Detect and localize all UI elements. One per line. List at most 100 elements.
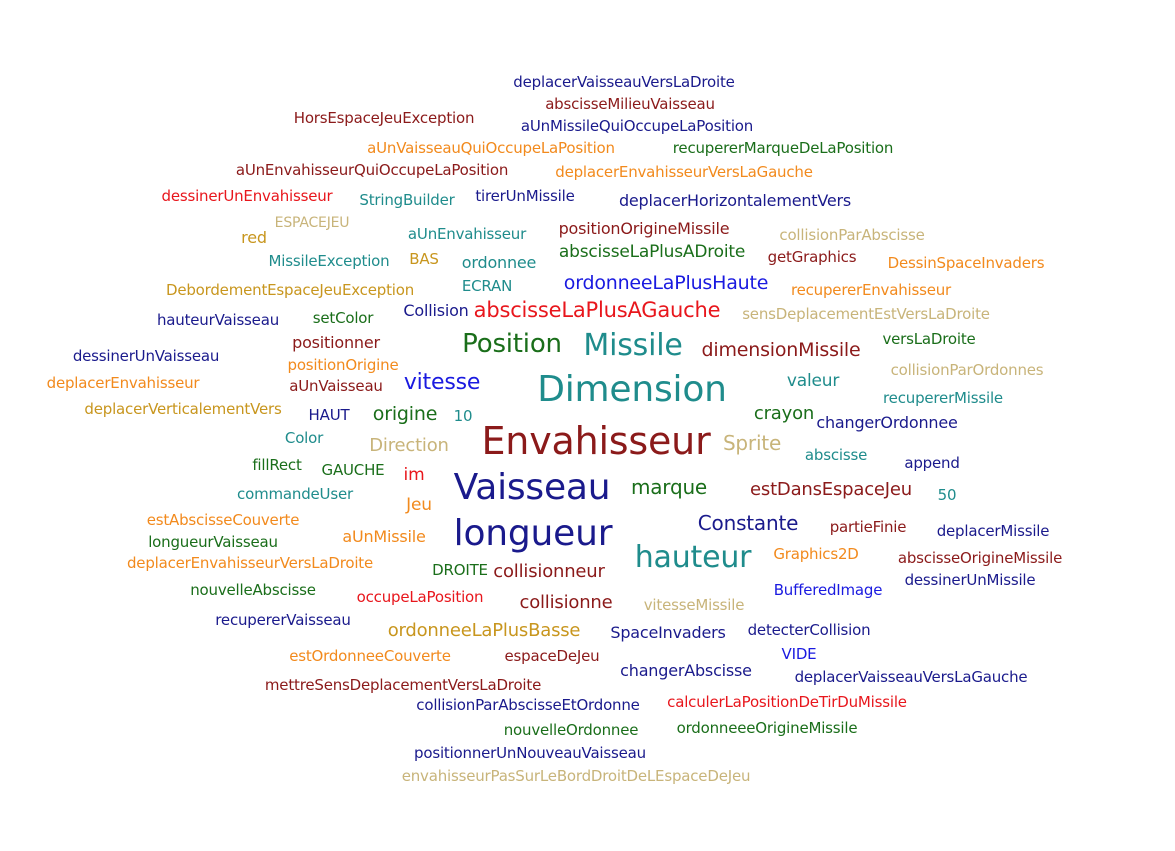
word-dessiner-un-vaisseau: dessinerUnVaisseau [72,347,220,365]
word-position-origine-missile: positionOrigineMissile [558,219,730,238]
word-positionner-un-nouveau-vaisseau: positionnerUnNouveauVaisseau [414,744,646,762]
word-dessin-space-invaders: DessinSpaceInvaders [887,254,1045,272]
word-abscisse-la-plus-a-droite: abscisseLaPlusADroite [558,242,746,262]
word-missile-exception: MissileException [268,252,390,270]
word-position-origine: positionOrigine [287,356,399,374]
word-vitesse-missile: vitesseMissile [643,596,745,614]
word-changer-abscisse: changerAbscisse [620,661,752,680]
word-occupe-la-position: occupeLaPosition [356,588,484,606]
word-sens-deplacement-est-vers-la-droite: sensDeplacementEstVersLaDroite [742,305,990,323]
word-hors-espace-jeu-exception: HorsEspaceJeuException [293,109,475,127]
word-collision-par-abscisse: collisionParAbscisse [779,226,925,244]
word-10: 10 [453,407,473,425]
word-abscisse-origine-missile: abscisseOrigineMissile [897,549,1063,567]
word-est-ordonnee-couverte: estOrdonneeCouverte [289,647,451,665]
word-nouvelle-ordonnee: nouvelleOrdonnee [503,721,639,739]
word-collision: Collision [403,301,469,320]
word-envahisseur-pas-sur-le-bord-droit-de-l-espace-de-jeu: envahisseurPasSurLeBordDroitDeLEspaceDeJ… [401,767,751,785]
word-ecran: ECRAN [461,277,513,295]
word-bas: BAS [409,250,439,268]
word-ordonnee-la-plus-haute: ordonneeLaPlusHaute [563,272,769,294]
word-a-un-missile: aUnMissile [342,527,426,546]
word-direction: Direction [369,435,449,456]
word-recuperer-vaisseau: recupererVaisseau [215,611,351,629]
word-detecter-collision: detecterCollision [747,621,871,639]
word-vers-la-droite: versLaDroite [882,330,976,348]
word-dimension: Dimension [537,369,727,410]
word-tirer-un-missile: tirerUnMissile [475,187,575,205]
word-recuperer-missile: recupererMissile [883,389,1003,407]
word-collisionne: collisionne [519,592,613,613]
word-origine: origine [372,403,438,425]
word-crayon: crayon [753,403,815,424]
word-collision-par-abscisse-et-ordonne: collisionParAbscisseEtOrdonne [416,696,640,714]
word-calculer-la-position-de-tir-du-missile: calculerLaPositionDeTirDuMissile [667,693,907,711]
word-im: im [403,465,425,485]
word-mettre-sens-deplacement-vers-la-droite: mettreSensDeplacementVersLaDroite [264,676,542,694]
word-deplacer-envahisseur-vers-la-droite: deplacerEnvahisseurVersLaDroite [126,554,374,572]
word-recuperer-envahisseur: recupererEnvahisseur [790,281,952,299]
word-hauteur: hauteur [634,540,752,575]
word-a-un-vaisseau: aUnVaisseau [289,377,383,395]
word-dimension-missile: dimensionMissile [701,339,861,361]
word-positionner: positionner [292,333,380,352]
word-debordement-espace-jeu-exception: DebordementEspaceJeuException [165,281,415,299]
word-collision-par-ordonnes: collisionParOrdonnes [890,361,1044,379]
word-changer-ordonnee: changerOrdonnee [816,413,958,432]
word-deplacer-horizontalement-vers: deplacerHorizontalementVers [618,191,852,210]
word-deplacer-verticalement-vers: deplacerVerticalementVers [84,400,282,418]
word-dessiner-un-missile: dessinerUnMissile [904,571,1036,589]
word-graphics2d: Graphics2D [773,545,859,563]
word-constante: Constante [697,511,799,535]
word-deplacer-envahisseur-vers-la-gauche: deplacerEnvahisseurVersLaGauche [555,163,813,181]
word-recuperer-marque-de-la-position: recupererMarqueDeLaPosition [672,139,894,157]
word-50: 50 [937,486,957,504]
word-set-color: setColor [312,309,374,327]
word-nouvelle-abscisse: nouvelleAbscisse [190,581,316,599]
word-a-un-vaisseau-qui-occupe-la-position: aUnVaisseauQuiOccupeLaPosition [367,139,615,157]
word-fill-rect: fillRect [252,456,302,474]
word-collisionneur: collisionneur [493,561,605,582]
word-vide: VIDE [781,645,817,663]
word-valeur: valeur [786,371,840,391]
word-a-un-envahisseur-qui-occupe-la-position: aUnEnvahisseurQuiOccupeLaPosition [235,161,509,179]
word-dessiner-un-envahisseur: dessinerUnEnvahisseur [161,187,333,205]
word-hauteur-vaisseau: hauteurVaisseau [156,311,280,329]
word-abscisse-la-plus-a-gauche: abscisseLaPlusAGauche [473,298,721,322]
word-vitesse: vitesse [403,370,481,395]
word-deplacer-vaisseau-vers-la-gauche: deplacerVaisseauVersLaGauche [794,668,1028,686]
word-haut: HAUT [308,406,350,424]
word-color: Color [284,429,324,447]
word-red: red [241,228,267,247]
word-espacejeu: ESPACEJEU [274,215,350,231]
word-partie-finie: partieFinie [829,518,907,536]
word-droite: DROITE [432,561,488,579]
word-append: append [904,454,960,472]
word-space-invaders: SpaceInvaders [610,623,726,642]
word-missile: Missile [583,328,683,363]
word-deplacer-envahisseur: deplacerEnvahisseur [46,374,200,392]
word-commande-user: commandeUser [237,485,353,503]
word-ordonnee-la-plus-basse: ordonneeLaPlusBasse [387,620,581,641]
word-vaisseau: Vaisseau [453,467,611,508]
word-deplacer-vaisseau-vers-la-droite: deplacerVaisseauVersLaDroite [513,73,735,91]
word-deplacer-missile: deplacerMissile [936,522,1050,540]
word-est-abscisse-couverte: estAbscisseCouverte [146,511,300,529]
word-position: Position [462,329,562,359]
word-espace-de-jeu: espaceDeJeu [504,647,600,665]
word-longueur-vaisseau: longueurVaisseau [148,533,278,551]
word-jeu: Jeu [406,495,432,515]
word-longueur: longueur [453,513,613,554]
word-sprite: Sprite [722,431,782,455]
word-ordonnee: ordonnee [461,253,537,272]
word-abscisse-milieu-vaisseau: abscisseMilieuVaisseau [545,95,715,113]
word-gauche: GAUCHE [321,461,385,479]
word-string-builder: StringBuilder [359,191,455,209]
word-est-dans-espace-jeu: estDansEspaceJeu [750,479,912,500]
word-a-un-missile-qui-occupe-la-position: aUnMissileQuiOccupeLaPosition [520,117,754,135]
word-buffered-image: BufferedImage [773,581,883,599]
word-envahisseur: Envahisseur [481,419,711,463]
word-a-un-envahisseur: aUnEnvahisseur [407,225,527,243]
word-ordonneee-origine-missile: ordonneeeOrigineMissile [676,719,858,737]
